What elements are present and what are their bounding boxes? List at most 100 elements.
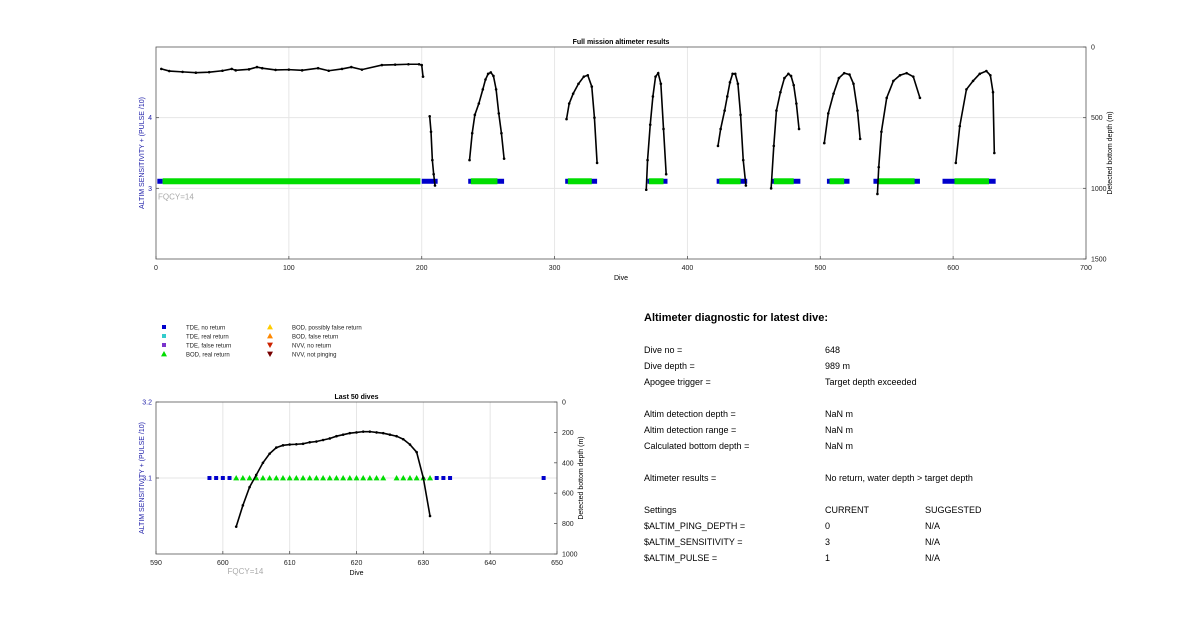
depth-point bbox=[422, 476, 425, 480]
depth-point bbox=[355, 431, 358, 434]
pulse-current: 1 bbox=[825, 553, 831, 563]
depth-point bbox=[401, 437, 405, 441]
bod-real-return-point bbox=[326, 475, 333, 481]
depth-point bbox=[492, 74, 495, 78]
x-tick-label: 700 bbox=[1080, 265, 1092, 272]
depth-point bbox=[348, 431, 352, 435]
depth-point bbox=[415, 450, 418, 454]
legend-label: TDE, no return bbox=[186, 326, 225, 332]
diag-row-detect-depth: Altim detection depth = NaN m bbox=[644, 406, 1164, 422]
bod-real-return-marks bbox=[567, 178, 592, 185]
depth-point bbox=[898, 73, 902, 77]
depth-point bbox=[582, 75, 586, 78]
depth-point bbox=[586, 73, 590, 77]
legend-marker bbox=[162, 334, 166, 338]
bod-real-return-point bbox=[313, 475, 320, 481]
bod-real-return-marks bbox=[954, 178, 990, 185]
depth-point bbox=[656, 71, 660, 75]
depth-point bbox=[719, 127, 722, 131]
y-tick-label: 3.2 bbox=[142, 400, 152, 407]
bod-real-return-point bbox=[300, 475, 307, 481]
y2-tick-label: 1000 bbox=[562, 552, 578, 559]
bod-real-return-point bbox=[239, 475, 246, 481]
y-tick-label: 3 bbox=[148, 186, 152, 193]
depth-point bbox=[248, 485, 251, 489]
depth-point bbox=[477, 102, 481, 105]
x-tick-label: 650 bbox=[551, 560, 563, 567]
x-tick-label: 640 bbox=[484, 560, 496, 567]
depth-point bbox=[481, 88, 485, 91]
bod-real-return-point bbox=[320, 475, 327, 481]
diag-row-calc-bottom: Calculated bottom depth = NaN m bbox=[644, 438, 1164, 454]
depth-point bbox=[473, 113, 477, 117]
depth-point bbox=[733, 72, 737, 76]
bod-real-return-marks bbox=[470, 178, 498, 185]
bod-real-return-point bbox=[360, 475, 367, 481]
depth-point bbox=[194, 71, 198, 75]
bod-real-return-point bbox=[306, 475, 313, 481]
fqcy-annotation: FQCY=14 bbox=[158, 192, 194, 201]
results-label: Altimeter results = bbox=[644, 473, 717, 483]
bod-real-return-marks bbox=[648, 178, 664, 185]
depth-point bbox=[744, 184, 748, 187]
depth-point bbox=[885, 96, 889, 100]
depth-point bbox=[381, 431, 385, 435]
depth-point bbox=[181, 70, 184, 74]
x-tick-label: 600 bbox=[217, 560, 229, 567]
depth-point bbox=[779, 90, 782, 94]
depth-point bbox=[486, 72, 490, 76]
depth-point bbox=[664, 172, 668, 176]
tde-no-return-point bbox=[227, 476, 232, 480]
settings-label: Settings bbox=[644, 505, 677, 515]
diag-row-apogee: Apogee trigger = Target depth exceeded bbox=[644, 374, 1164, 390]
tde-no-return-marks bbox=[157, 178, 163, 184]
depth-point bbox=[502, 157, 506, 160]
tde-no-return-point bbox=[207, 476, 212, 480]
bod-real-return-point bbox=[286, 475, 293, 481]
bod-real-return-point bbox=[346, 475, 353, 481]
depth-point bbox=[308, 440, 312, 444]
last-50-dives-chart: 590 600 610 620 630 640 650 3.1 3.2 0 200 400 600 800… bbox=[139, 394, 585, 577]
depth-point bbox=[651, 95, 655, 98]
detect-range-label: Altim detection range = bbox=[644, 425, 737, 435]
ping-depth-current: 0 bbox=[825, 521, 831, 531]
bod-real-return-marks bbox=[773, 178, 794, 185]
depth-point bbox=[241, 504, 245, 507]
ping-depth-label: $ALTIM_PING_DEPTH = bbox=[644, 521, 746, 531]
depth-point bbox=[420, 63, 424, 67]
depth-point bbox=[918, 96, 922, 100]
depth-point bbox=[832, 92, 835, 95]
depth-point bbox=[876, 192, 879, 196]
depth-point bbox=[725, 95, 729, 98]
depth-point bbox=[375, 431, 378, 434]
depth-point bbox=[361, 430, 365, 433]
depth-point bbox=[221, 69, 224, 73]
depth-series-line bbox=[645, 71, 667, 190]
depth-point bbox=[787, 72, 790, 76]
depth-point bbox=[728, 81, 732, 84]
bod-real-return-point bbox=[246, 475, 253, 481]
diag-row-sensitivity: $ALTIM_SENSITIVITY = 3 N/A bbox=[644, 534, 1164, 550]
depth-point bbox=[567, 102, 571, 105]
depth-series-line bbox=[565, 74, 598, 163]
depth-series-line bbox=[468, 71, 505, 161]
dive-depth-value: 989 m bbox=[825, 361, 851, 371]
bod-real-return-point bbox=[427, 475, 434, 481]
y2-tick-label: 500 bbox=[1091, 115, 1103, 122]
legend-marker bbox=[267, 333, 273, 339]
depth-series-line bbox=[770, 72, 800, 189]
depth-point bbox=[739, 113, 742, 117]
detect-depth-label: Altim detection depth = bbox=[644, 409, 736, 419]
depth-point bbox=[571, 92, 575, 95]
depth-point bbox=[723, 109, 726, 112]
legend-label: TDE, real return bbox=[186, 335, 229, 341]
y2-tick-label: 1500 bbox=[1091, 257, 1107, 264]
depth-point bbox=[577, 82, 580, 86]
legend-marker bbox=[267, 351, 273, 357]
depth-point bbox=[335, 434, 338, 438]
diagnostic-heading: Altimeter diagnostic for latest dive: bbox=[644, 312, 828, 324]
depth-point bbox=[795, 102, 798, 105]
bod-real-return-point bbox=[340, 475, 347, 481]
depth-point bbox=[500, 131, 503, 135]
chart-title: Last 50 dives bbox=[335, 394, 379, 401]
